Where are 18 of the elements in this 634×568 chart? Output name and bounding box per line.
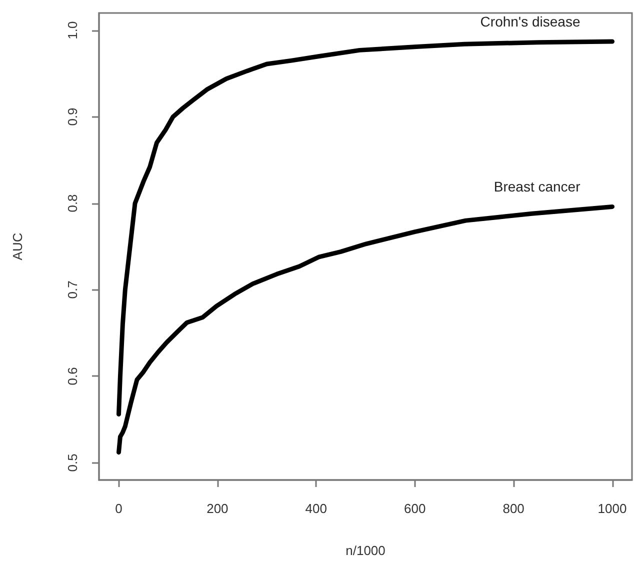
line-series (116, 39, 615, 417)
y-tick-label: 1.0 (65, 21, 80, 40)
y-tick-label: 0.9 (65, 108, 80, 126)
x-tick-label: 600 (404, 501, 426, 516)
line-series (116, 204, 615, 455)
x-axis-title: n/1000 (346, 543, 386, 558)
x-tick-label: 0 (115, 501, 122, 516)
y-tick-label: 0.5 (65, 454, 80, 472)
y-tick-label: 0.8 (65, 194, 80, 212)
series-label: Crohn's disease (480, 14, 580, 30)
x-tick-label: 200 (206, 501, 228, 516)
x-tick-label: 400 (305, 501, 327, 516)
y-tick-label: 0.7 (65, 280, 80, 299)
x-tick-label: 800 (502, 501, 524, 516)
y-tick-label: 0.6 (65, 367, 80, 386)
y-axis-title: AUC (10, 232, 25, 260)
x-tick-label: 1000 (598, 501, 627, 516)
series-label: Breast cancer (494, 178, 581, 195)
